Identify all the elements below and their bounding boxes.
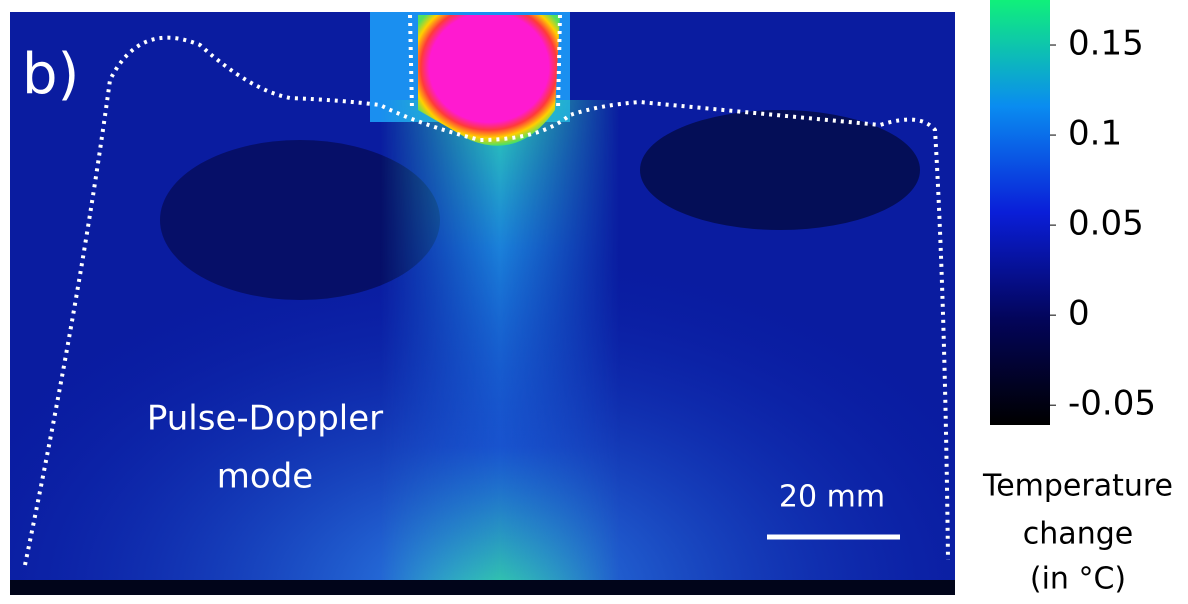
colorbar-label: change xyxy=(1023,517,1133,552)
thermal-image xyxy=(10,12,955,595)
colorbar-tick-label: 0 xyxy=(1068,294,1090,334)
annotation: Pulse-Doppler xyxy=(147,399,383,439)
colorbar-tick-label: 0.1 xyxy=(1068,114,1122,154)
scale-bar-label: 20 mm xyxy=(779,480,885,515)
colorbar xyxy=(990,0,1050,425)
contour xyxy=(23,35,950,566)
annotation: mode xyxy=(217,457,313,497)
colorbar-tick-label: 0.05 xyxy=(1068,204,1144,244)
colorbar-label: (in °C) xyxy=(1030,562,1126,597)
colorbar-tick-label: -0.05 xyxy=(1068,384,1156,424)
panel-label: b) xyxy=(22,42,79,107)
colorbar-tick-label: 0.15 xyxy=(1068,24,1144,64)
colorbar-label: Temperature xyxy=(982,469,1173,504)
